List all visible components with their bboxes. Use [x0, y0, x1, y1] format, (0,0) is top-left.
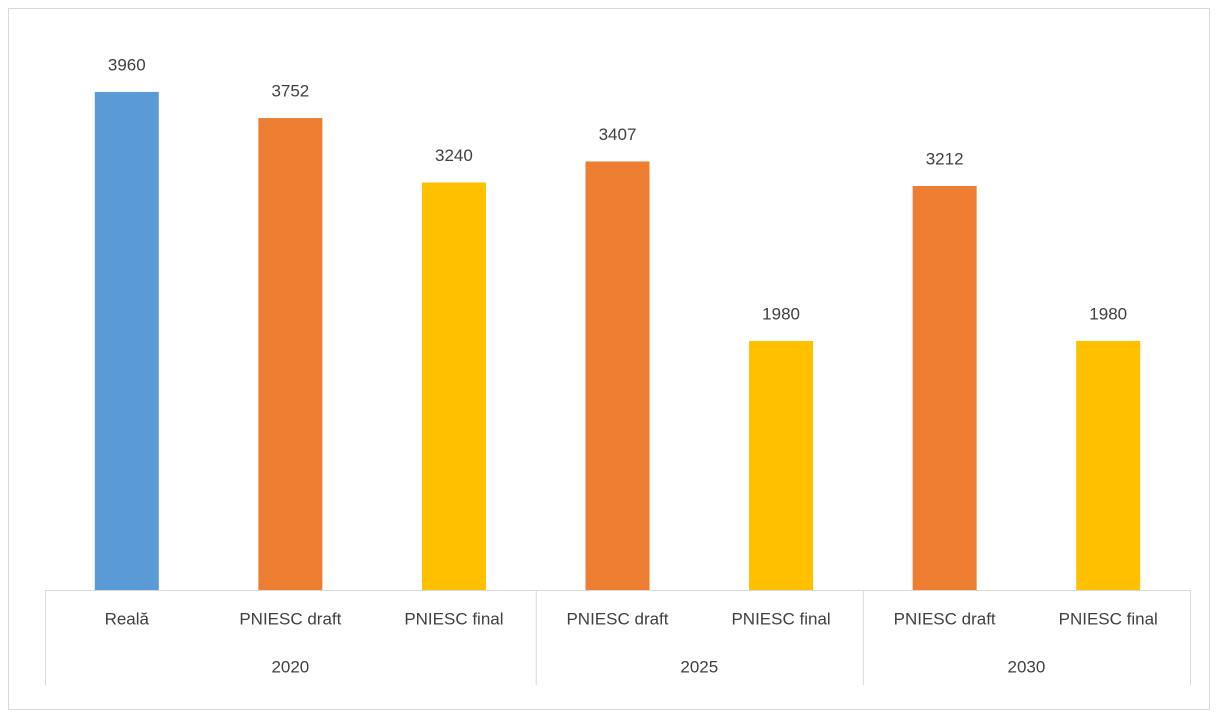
- group-label: 2030: [1008, 657, 1046, 676]
- x-tick-label: Reală: [105, 609, 150, 628]
- value-label: 3240: [435, 146, 473, 165]
- value-label: 1980: [762, 304, 800, 323]
- x-tick-label: PNIESC final: [404, 609, 503, 628]
- value-label: 1980: [1089, 304, 1127, 323]
- bar: [94, 91, 159, 591]
- bar: [421, 182, 486, 591]
- value-label: 3960: [108, 55, 146, 74]
- x-tick-label: PNIESC draft: [566, 609, 668, 628]
- x-tick-label: PNIESC final: [731, 609, 830, 628]
- value-label: 3212: [926, 149, 964, 168]
- bar: [585, 161, 650, 591]
- x-tick-label: PNIESC draft: [239, 609, 341, 628]
- group-label: 2020: [271, 657, 309, 676]
- group-label: 2025: [680, 657, 718, 676]
- bar: [912, 186, 977, 591]
- bar: [1076, 340, 1141, 590]
- value-label: 3407: [599, 125, 637, 144]
- bar: [749, 340, 814, 590]
- x-tick-label: PNIESC draft: [894, 609, 996, 628]
- value-label: 3752: [271, 82, 309, 101]
- bar: [258, 118, 323, 590]
- x-tick-label: PNIESC final: [1059, 609, 1158, 628]
